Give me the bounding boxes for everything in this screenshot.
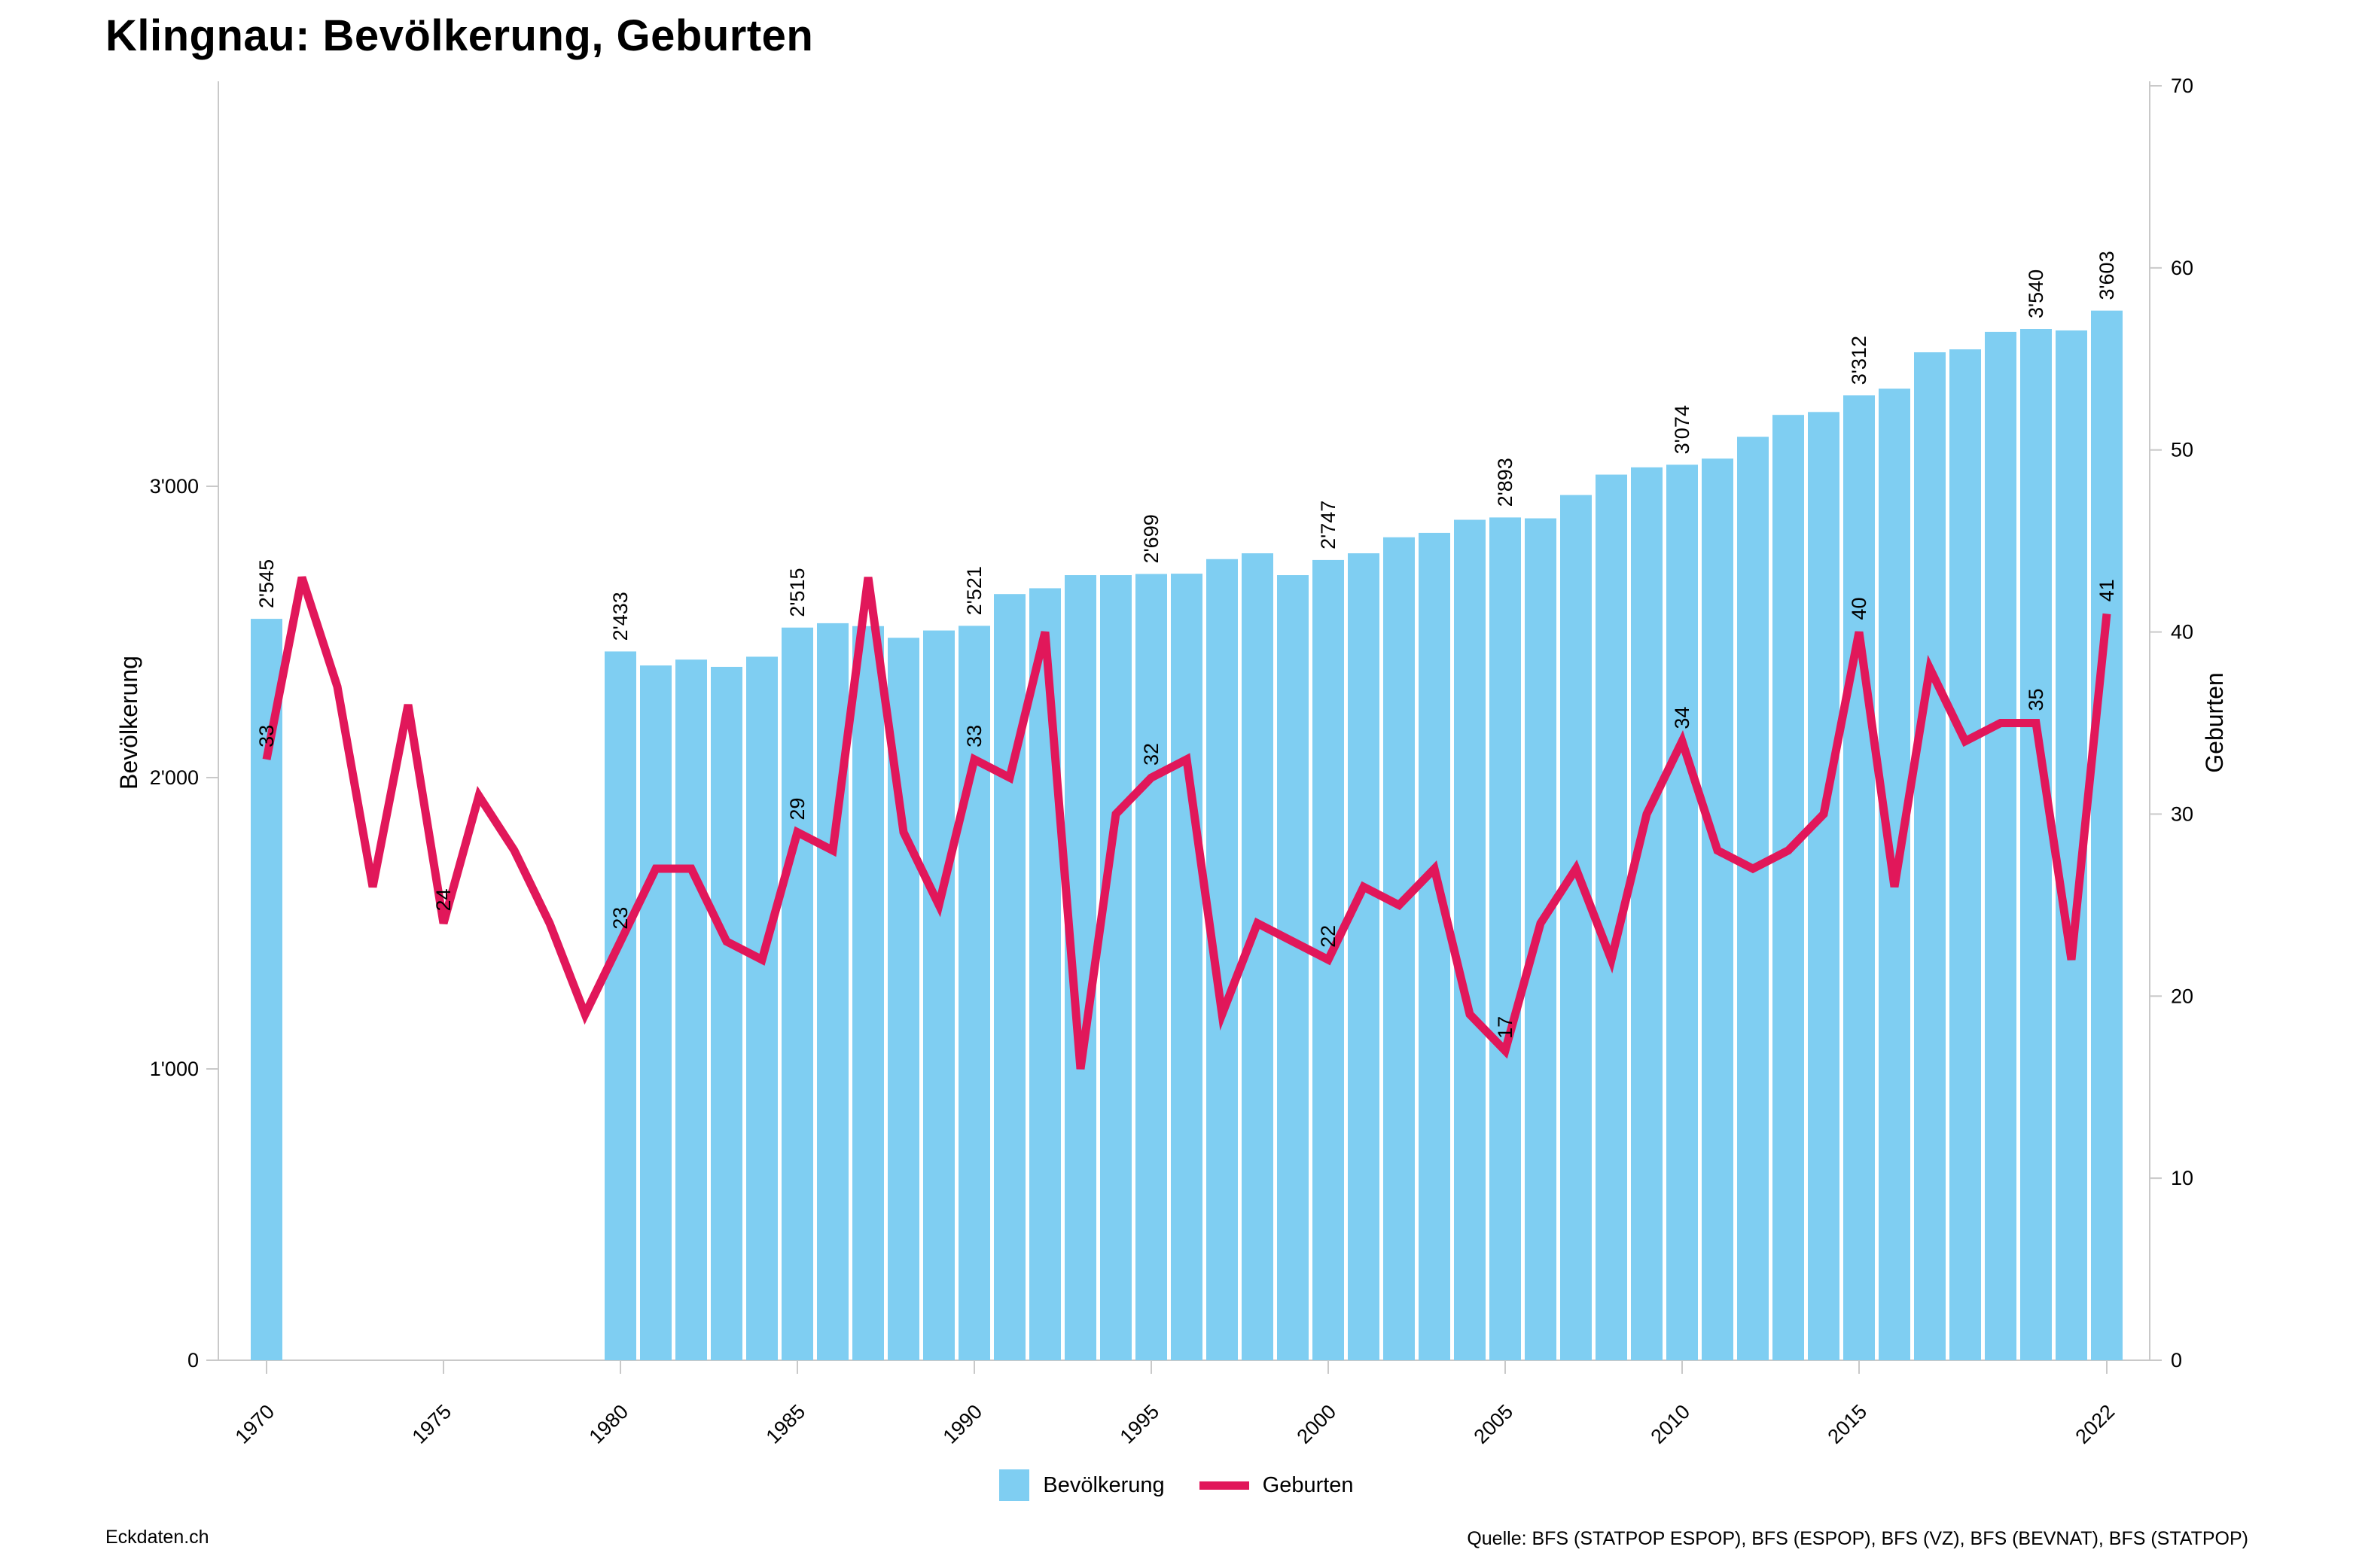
population-bar-1992[interactable] xyxy=(1029,588,1061,1361)
population-bar-2002[interactable] xyxy=(1383,537,1415,1360)
population-bar-1994[interactable] xyxy=(1100,575,1132,1361)
footer-brand[interactable]: Eckdaten.ch xyxy=(105,1527,209,1548)
births-value-label-2020: 35 xyxy=(2025,688,2047,711)
population-bar-2003[interactable] xyxy=(1419,532,1450,1361)
population-value-label-2022: 3'603 xyxy=(2095,251,2118,300)
x-tick-label-2022: 2022 xyxy=(2071,1400,2120,1448)
x-tick-label-2010: 2010 xyxy=(1647,1400,1695,1448)
y-right-tick-label-40: 40 xyxy=(2171,621,2193,644)
y-left-tick-label-3000: 3'000 xyxy=(150,475,199,498)
population-bar-1985[interactable] xyxy=(782,627,813,1360)
y-right-tick-label-50: 50 xyxy=(2171,439,2193,461)
population-value-label-2000: 2'747 xyxy=(1317,501,1340,550)
population-bar-1990[interactable] xyxy=(959,626,990,1360)
births-value-label-1985: 29 xyxy=(786,798,809,821)
population-bar-1982[interactable] xyxy=(675,659,707,1360)
y-axis-left-title: Bevölkerung xyxy=(115,656,142,790)
population-bar-2006[interactable] xyxy=(1525,518,1556,1360)
population-bar-2015[interactable] xyxy=(1843,395,1875,1360)
y-right-tick-label-30: 30 xyxy=(2171,802,2193,825)
population-bar-1984[interactable] xyxy=(746,656,778,1360)
population-bar-2013[interactable] xyxy=(1772,415,1804,1360)
legend-item-births[interactable]: Geburten xyxy=(1199,1473,1354,1498)
x-tick-label-1970: 1970 xyxy=(231,1400,279,1448)
population-bar-2014[interactable] xyxy=(1808,412,1839,1361)
population-bar-1981[interactable] xyxy=(640,665,672,1360)
population-value-label-1980: 2'433 xyxy=(609,592,632,641)
population-value-label-2010: 3'074 xyxy=(1671,405,1693,454)
population-bar-2001[interactable] xyxy=(1348,553,1379,1360)
population-bar-2020[interactable] xyxy=(2020,329,2052,1360)
population-bar-2011[interactable] xyxy=(1702,458,1733,1360)
births-value-label-1980: 23 xyxy=(609,907,632,930)
population-bar-2005[interactable] xyxy=(1489,517,1521,1361)
x-tick-label-1980: 1980 xyxy=(585,1400,633,1448)
population-bar-1980[interactable] xyxy=(605,651,636,1360)
y-right-tick-label-10: 10 xyxy=(2171,1167,2193,1189)
births-value-label-2022: 41 xyxy=(2095,579,2118,601)
population-bar-2009[interactable] xyxy=(1631,467,1663,1360)
population-bar-2012[interactable] xyxy=(1737,437,1769,1361)
births-value-label-2000: 22 xyxy=(1317,925,1340,948)
x-tick-label-2005: 2005 xyxy=(1470,1400,1518,1448)
legend-item-population[interactable]: Bevölkerung xyxy=(999,1469,1165,1501)
population-bar-2004[interactable] xyxy=(1454,519,1486,1360)
births-value-label-2010: 34 xyxy=(1671,707,1693,729)
births-line-swatch-icon xyxy=(1199,1481,1249,1490)
x-tick-label-1990: 1990 xyxy=(939,1400,987,1448)
y-left-tick-label-1000: 1'000 xyxy=(150,1058,199,1080)
population-value-label-2005: 2'893 xyxy=(1494,458,1516,507)
population-bar-1991[interactable] xyxy=(994,594,1026,1360)
population-bar-2019[interactable] xyxy=(1985,331,2016,1360)
population-value-label-1990: 2'521 xyxy=(963,566,986,615)
y-left-tick-label-2000: 2'000 xyxy=(150,766,199,789)
population-value-label-1995: 2'699 xyxy=(1140,514,1163,563)
population-value-label-1970: 2'545 xyxy=(255,559,278,608)
legend: Bevölkerung Geburten xyxy=(0,1469,2353,1501)
y-right-tick-label-20: 20 xyxy=(2171,985,2193,1007)
births-line[interactable] xyxy=(262,576,2111,1070)
population-bar-1996[interactable] xyxy=(1171,574,1202,1360)
births-value-label-1990: 33 xyxy=(963,725,986,747)
population-value-label-2020: 3'540 xyxy=(2025,269,2047,318)
footer-source: Quelle: BFS (STATPOP ESPOP), BFS (ESPOP)… xyxy=(1467,1528,2248,1549)
page-title: Klingnau: Bevölkerung, Geburten xyxy=(105,11,814,60)
x-tick-label-1995: 1995 xyxy=(1116,1400,1164,1448)
y-right-tick-label-70: 70 xyxy=(2171,75,2193,97)
x-tick-label-2015: 2015 xyxy=(1824,1400,1872,1448)
y-right-tick-label-0: 0 xyxy=(2171,1349,2182,1372)
births-value-label-1970: 33 xyxy=(255,725,278,747)
y-axis-right-title: Geburten xyxy=(2201,672,2228,772)
population-bar-1995[interactable] xyxy=(1135,574,1167,1360)
population-bar-1989[interactable] xyxy=(923,630,955,1360)
population-bar-2022[interactable] xyxy=(2091,310,2123,1360)
births-value-label-1975: 24 xyxy=(432,888,455,911)
population-swatch-icon xyxy=(999,1469,1030,1501)
y-left-tick-label-0: 0 xyxy=(187,1349,199,1372)
legend-label-births: Geburten xyxy=(1262,1472,1354,1497)
y-right-tick-label-60: 60 xyxy=(2171,257,2193,279)
x-tick-label-1985: 1985 xyxy=(762,1400,810,1448)
population-bar-2017[interactable] xyxy=(1914,352,1946,1361)
population-value-label-1985: 2'515 xyxy=(786,568,809,617)
population-bar-2010[interactable] xyxy=(1666,464,1698,1360)
population-bar-2007[interactable] xyxy=(1560,495,1592,1360)
population-bar-1987[interactable] xyxy=(852,626,884,1360)
x-tick-label-1975: 1975 xyxy=(408,1400,456,1448)
legend-label-population: Bevölkerung xyxy=(1043,1472,1165,1497)
x-tick-label-2000: 2000 xyxy=(1293,1400,1341,1448)
population-value-label-2015: 3'312 xyxy=(1848,336,1870,385)
population-bar-1983[interactable] xyxy=(711,666,742,1360)
population-bar-1999[interactable] xyxy=(1277,575,1309,1361)
births-value-label-2015: 40 xyxy=(1848,598,1870,620)
births-value-label-2005: 17 xyxy=(1494,1016,1516,1039)
population-bar-2018[interactable] xyxy=(1949,349,1981,1360)
births-value-label-1995: 32 xyxy=(1140,743,1163,766)
